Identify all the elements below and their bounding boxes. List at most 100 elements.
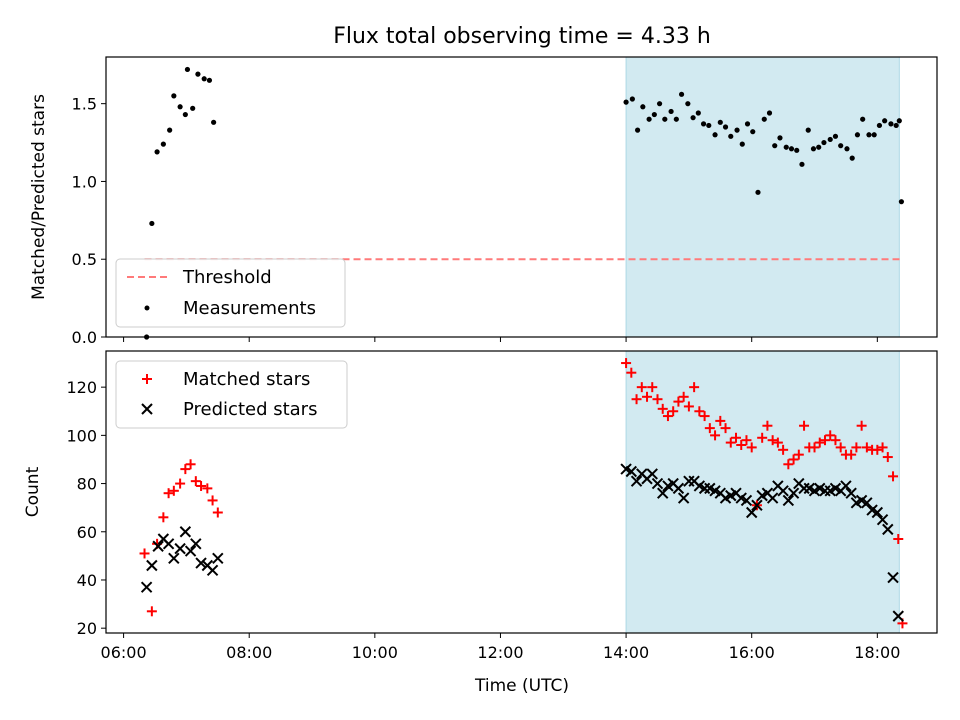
predicted-star-point [179, 526, 192, 538]
measurement-point [673, 116, 679, 122]
measurements-legend-swatch [144, 305, 150, 311]
predicted-star-point [892, 610, 904, 622]
predicted-star-point [740, 494, 753, 507]
measurement-point [816, 144, 822, 150]
matched-star-point [856, 420, 867, 431]
predicted-star-point [174, 542, 186, 555]
matched-star-point [196, 480, 207, 491]
predicted-star-point [782, 494, 795, 507]
matched-star-point [668, 406, 679, 417]
matched-star-point [689, 382, 700, 393]
matched-star-point [626, 367, 637, 378]
predicted-star-point-b [761, 487, 774, 499]
measurement-point [656, 101, 663, 107]
matched-star-point [720, 423, 731, 434]
matched-star-point [746, 442, 757, 453]
matched-star-point [888, 471, 899, 482]
measurement-point [190, 105, 196, 111]
predicted-star-point-b [646, 468, 658, 480]
predicted-star-point-b [140, 581, 153, 593]
matched-star-point [694, 406, 705, 417]
predicted-star-point-b [892, 610, 904, 622]
top-y-axis-label: Matched/Predicted stars [29, 94, 49, 300]
measurement-point [712, 132, 718, 138]
predicted-star-point-b [735, 492, 747, 504]
bottom-y-tick-label: 40 [77, 571, 97, 590]
top-axes-frame [105, 56, 938, 338]
predicted-star-point-b [709, 485, 721, 497]
measurement-point [860, 116, 866, 122]
predicted-star-point-b [777, 485, 789, 497]
measurement-point [896, 118, 902, 124]
predicted-star-point-b [803, 482, 815, 495]
predicted-star-point-b [688, 475, 700, 487]
measurement-point [783, 144, 789, 150]
matched-star-point [762, 420, 773, 431]
measurement-point [761, 116, 767, 122]
measurement-point [882, 118, 888, 124]
predicted-star-point-b [787, 487, 800, 499]
predicted-star-point-b [212, 552, 224, 564]
predicted-star-point-b [793, 477, 805, 490]
predicted-star-point [787, 487, 800, 499]
predicted-star-point-b [672, 482, 685, 495]
predicted-star-point-b [190, 538, 202, 550]
measurement-point [876, 122, 883, 129]
bottom-legend: Matched stars Predicted stars [115, 360, 348, 429]
matched-star-point [662, 411, 673, 422]
predicted-star-point-b [866, 504, 878, 516]
matched-star-point [652, 394, 663, 405]
measurement-point [211, 119, 217, 125]
matched-star-point [767, 435, 778, 446]
measurement-point [690, 115, 696, 121]
measurement-point [766, 110, 773, 116]
measurement-point [662, 116, 668, 122]
predicted-star-point [751, 499, 763, 511]
x-tick-label: 10:00 [352, 643, 398, 662]
top-y-tick-label: 1.5 [72, 95, 97, 114]
predicted-star-point [840, 480, 852, 492]
bottom-axes-frame [105, 350, 938, 634]
matched-star-point [168, 485, 179, 496]
predicted-star-point-b [782, 494, 795, 507]
observing-window-shade [625, 56, 900, 338]
measurement-point [838, 143, 844, 149]
matched-star-point [180, 464, 191, 475]
top-y-tick-label: 0.5 [72, 250, 97, 269]
predicted-legend-label: Predicted stars [183, 399, 317, 420]
matched-star-point [882, 452, 893, 463]
predicted-star-point-b [195, 557, 207, 569]
predicted-star-point-b [651, 477, 664, 490]
predicted-star-point-b [740, 494, 753, 507]
predicted-star-point-b [745, 506, 758, 519]
bottom-y-tick-label: 100 [66, 426, 97, 445]
figure-title: Flux total observing time = 4.33 h [333, 24, 711, 49]
predicted-star-point-b [871, 506, 884, 519]
measurement-point [849, 155, 855, 161]
predicted-star-point [212, 552, 224, 564]
predicted-star-point [630, 475, 643, 487]
measurement-point [678, 91, 685, 97]
predicted-star-point-b [657, 487, 669, 499]
measurement-point [177, 104, 183, 110]
matched-star-point [139, 548, 150, 559]
measurement-point [167, 127, 173, 133]
predicted-star-point-b [876, 514, 889, 526]
predicted-star-point [798, 482, 810, 495]
matched-star-point [835, 442, 846, 453]
matched-star-point [146, 606, 157, 617]
predicted-star-point [677, 492, 690, 504]
predicted-star-point [876, 514, 889, 526]
predicted-star-point [887, 571, 899, 584]
predicted-star-point [190, 538, 202, 550]
predicted-star-point-b [714, 487, 727, 499]
matched-star-point [710, 430, 721, 441]
measurement-point [182, 111, 188, 118]
x-tick-label: 08:00 [226, 643, 272, 662]
matched-star-point [778, 444, 789, 455]
predicted-star-point [819, 485, 831, 497]
threshold-legend-label: Threshold [182, 267, 272, 288]
top-y-tick-label: 1.0 [72, 172, 97, 191]
predicted-star-point-b [184, 545, 197, 557]
predicted-star-point [657, 487, 669, 499]
